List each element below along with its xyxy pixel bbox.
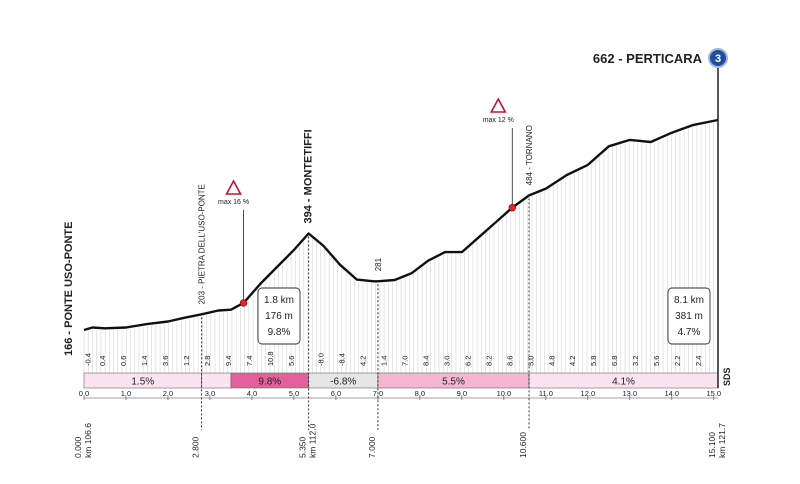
profile-fill-layer [84,120,718,373]
km-gradient-value: 8.6 [505,356,514,366]
max-gradient-label: max 12 % [483,117,514,124]
place-label: 281 [374,257,383,271]
place-label: 203 - PIETRA DELL'USO-PONTE [198,184,207,304]
km-tick-label: 2.0 [163,389,173,398]
km-gradient-value: 2.4 [694,356,703,366]
km-tick-label: 13.0 [623,389,638,398]
km-tick-label: 11.0 [539,389,553,398]
climb-summary-box [257,287,301,345]
km-tick-label: 8.0 [415,389,425,398]
km-gradient-value: 5.0 [526,356,535,366]
km-gradient-value: 4.8 [547,356,556,366]
max-gradient-point [508,203,516,212]
km-marker-value: 7.000 [367,436,377,458]
km-gradient-value: 9.4 [224,356,233,366]
km-tick-label: 6.0 [331,389,341,398]
climb-summary-value: 176 m [265,311,293,322]
km-marker-value: 15.100 [707,432,717,458]
climb-summary-value: 8.1 km [674,295,704,306]
km-gradient-value: -0.4 [83,353,92,366]
km-marker-value: 0.000 [73,436,83,458]
steep-warning-icon [225,179,242,195]
place-label: 166 - PONTE USO-PONTE [63,222,75,356]
km-gradient-value: 7.0 [400,356,409,366]
km-gradient-value: 3.2 [631,356,640,366]
climb-summary-value: 4.7% [678,327,701,338]
km-tick-label: 10.0 [497,389,512,398]
profile-area [84,120,718,373]
profile-layer [83,62,719,388]
finish-title: 662 - PERTICARA [593,51,703,66]
gradient-segment [201,372,232,389]
climb-category-badge [708,48,728,68]
gradient-segment-label: 1.5% [131,377,154,388]
km-marker-value: 5.350 [298,436,308,458]
gradient-segment-label: -6.8% [330,377,356,388]
km-gradient-value: 1.4 [379,356,388,366]
km-marker-absolute: km 121.7 [717,423,727,458]
km-gradient-value: 2.2 [673,356,682,366]
km-gradient-value: 3.6 [161,356,170,366]
max-gradient-label: max 16 % [218,199,249,206]
km-tick-label: 12.0 [581,389,596,398]
km-gradient-value: 5.8 [589,356,598,366]
gradient-segment-label: 5.5% [442,377,465,388]
km-marker-value: 10.600 [518,432,528,458]
climb-summary-value: 381 m [675,311,703,322]
km-marker-absolute: km 106.6 [83,423,93,458]
km-gradient-value: 0.4 [98,356,107,366]
km-gradient-value: 6.8 [610,356,619,366]
km-gradient-value: 1.4 [140,356,149,366]
profile-line [83,118,719,332]
km-tick-label: 1.0 [121,389,131,398]
km-tick-label: 5.0 [289,389,299,398]
climb-summary-value: 1.8 km [264,295,294,306]
gradient-band: 1.5% 9.8% -6.8% 5.5% 4.1% 0.0 1.0 2.0 3.0 4.0 5.0 6… [79,372,721,400]
climb-summary-value: 9.8% [268,327,291,338]
km-gradient-value: 0.6 [119,356,128,366]
km-marker-value: 2.800 [191,436,201,458]
max-gradient-point [239,299,248,307]
km-tick-label: 15.0 [706,389,721,398]
km-tick-label: 3.0 [205,389,215,398]
labels-layer: -0.4 0.4 0.6 1.4 3.6 1.2 2.8 9.4 7.4 10.8 5.6 -8.0 -… [63,48,732,458]
km-tick-label: 0.0 [79,389,89,398]
km-gradient-value: 5.6 [652,356,661,366]
km-gradient-value: 3.0 [442,356,451,366]
km-gradient-value: 4.2 [358,356,367,366]
steep-warning-icon [489,97,507,113]
climb-summary-box [667,287,711,345]
km-gradient-value: 5.6 [287,356,296,366]
km-tick-label: 9.0 [457,389,467,398]
km-gradient-value: 2.8 [203,356,212,366]
km-gradient-value: 8.4 [421,356,430,366]
place-label: 394 - MONTETIFFI [303,129,315,223]
km-gradient-value: 10.8 [266,351,275,366]
km-gradient-value: 8.2 [484,356,493,366]
gradient-segment-label: 9.8% [258,377,281,388]
km-marker-absolute: km 112.0 [308,423,318,458]
gradient-segment-label: 4.1% [612,377,635,388]
km-gradient-value: -8.4 [337,353,346,366]
climb-category-number: 3 [715,53,721,65]
km-gradient-value: 7.4 [245,356,254,366]
sds-label: SDS [722,367,732,386]
km-tick-label: 4.0 [247,389,257,398]
km-gradient-value: 1.2 [182,356,191,366]
km-gradient-value: -8.0 [316,353,325,366]
km-tick-label: 14.0 [665,389,680,398]
km-gradient-value: 6.2 [463,356,472,366]
place-label: 484 - TORNANO [525,125,534,185]
km-gradient-value: 4.2 [568,356,577,366]
